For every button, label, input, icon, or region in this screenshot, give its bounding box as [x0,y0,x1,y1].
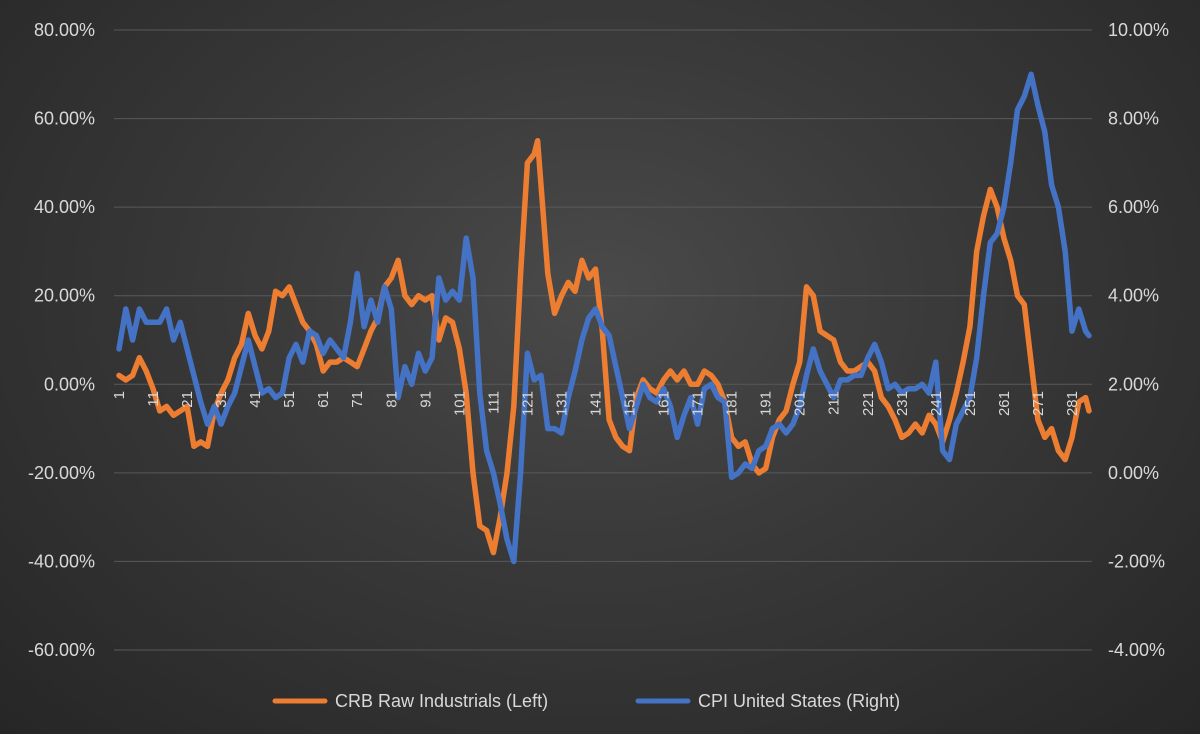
right-tick-label: -4.00% [1108,640,1165,660]
x-tick-label: 261 [996,391,1013,416]
x-tick-label: 231 [894,391,911,416]
x-tick-label: 111 [485,391,502,414]
right-tick-label: -2.00% [1108,551,1165,571]
x-tick-label: 211 [826,391,843,415]
right-tick-label: 10.00% [1108,20,1169,40]
x-tick-label: 41 [247,391,264,408]
left-tick-label: 40.00% [34,197,95,217]
x-tick-label: 61 [315,391,332,408]
left-tick-label: -20.00% [28,463,95,483]
left-tick-label: 80.00% [34,20,95,40]
x-tick-label: 221 [860,391,877,416]
x-tick-label: 71 [349,391,366,408]
series-line-crb [116,137,1092,556]
left-tick-label: 20.00% [34,286,95,306]
x-tick-label: 191 [758,391,775,416]
x-tick-label: 161 [656,391,673,416]
x-tick-label: 251 [962,391,979,416]
x-tick-label: 201 [792,391,809,416]
x-tick-label: 81 [383,391,400,408]
left-tick-label: 60.00% [34,109,95,129]
x-tick-label: 181 [724,391,741,416]
x-tick-label: 271 [1030,391,1047,416]
left-tick-label: 0.00% [44,374,95,394]
x-axis-ticks: 1 11 21 31 41 51 61 71 81 91 101 111 121 131 141 151 161… [111,391,1081,416]
right-tick-label: 2.00% [1108,374,1159,394]
x-tick-label: 141 [588,391,605,416]
x-tick-label: 11 [145,391,162,407]
x-tick-label: 171 [690,391,707,416]
x-tick-label: 1 [111,391,128,399]
x-tick-label: 281 [1064,391,1081,416]
x-tick-label: 91 [417,391,434,408]
x-tick-label: 51 [281,391,298,408]
right-tick-label: 8.00% [1108,109,1159,129]
legend-label-cpi: CPI United States (Right) [698,691,900,711]
x-tick-label: 241 [928,391,945,416]
right-tick-label: 6.00% [1108,197,1159,217]
series-line-cpi [116,71,1092,565]
right-axis-ticks: 10.00% 8.00% 6.00% 4.00% 2.00% 0.00% -2.00% -4.… [1108,20,1169,660]
left-axis-ticks: 80.00% 60.00% 40.00% 20.00% 0.00% -20.00% -40.… [28,20,95,660]
right-tick-label: 0.00% [1108,463,1159,483]
x-tick-label: 31 [213,391,230,408]
left-tick-label: -60.00% [28,640,95,660]
legend: CRB Raw Industrials (Left) CPI United St… [272,691,900,711]
x-tick-label: 151 [622,391,639,416]
x-tick-label: 21 [179,391,196,408]
x-tick-label: 121 [519,391,536,416]
series-lines [116,71,1092,565]
right-tick-label: 4.00% [1108,286,1159,306]
x-tick-label: 101 [451,391,468,416]
left-tick-label: -40.00% [28,551,95,571]
legend-label-crb: CRB Raw Industrials (Left) [335,691,548,711]
x-tick-label: 131 [554,391,571,416]
